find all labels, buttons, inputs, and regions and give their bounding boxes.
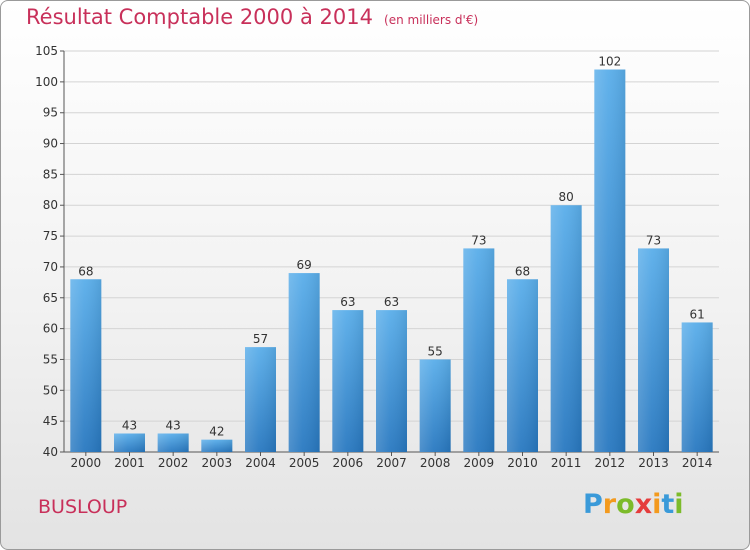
bar-value-label: 63: [384, 295, 399, 309]
y-tick-label: 75: [43, 229, 58, 243]
logo-letter: P: [583, 489, 603, 520]
bar-value-label: 73: [471, 233, 486, 247]
bar-shade: [419, 359, 451, 452]
proxiti-logo: Proxiti: [583, 489, 684, 520]
bar-value-label: 68: [515, 264, 530, 278]
y-tick-label: 95: [43, 106, 58, 120]
y-tick-label: 105: [35, 44, 58, 58]
y-tick-label: 70: [43, 260, 58, 274]
y-tick-label: 50: [43, 383, 58, 397]
x-tick-label: 2003: [202, 456, 233, 470]
bar-shade: [594, 69, 626, 452]
bar-value-label: 68: [78, 264, 93, 278]
bar-shade: [288, 273, 320, 452]
logo-letter: r: [602, 489, 617, 520]
x-tick-label: 2001: [114, 456, 145, 470]
y-tick-label: 40: [43, 445, 58, 459]
y-tick-label: 85: [43, 167, 58, 181]
bar-shade: [201, 439, 233, 452]
bar-shade: [550, 205, 582, 452]
labels: 40 45 50 55 60 65 70 75 80 85 90 95 100 105 68 2000 43 20…: [35, 44, 712, 470]
commune-name: BUSLOUP: [38, 496, 128, 518]
y-tick-label: 100: [35, 75, 58, 89]
bar-value-label: 102: [598, 55, 621, 69]
bar-value-label: 42: [209, 425, 224, 439]
x-tick-label: 2005: [289, 456, 320, 470]
x-tick-label: 2006: [333, 456, 364, 470]
logo-letter: x: [634, 489, 653, 520]
logo-letter: i: [674, 489, 684, 520]
logo-letter: t: [661, 489, 675, 520]
y-tick-label: 55: [43, 352, 58, 366]
bar-value-label: 61: [690, 307, 705, 321]
bar-shade: [376, 310, 407, 452]
x-tick-label: 2000: [71, 456, 102, 470]
x-tick-label: 2008: [420, 456, 451, 470]
chart-title: Résultat Comptable 2000 à 2014 (en milli…: [26, 5, 478, 29]
bar-shade: [157, 433, 189, 452]
bar-shade: [245, 347, 276, 452]
y-tick-label: 80: [43, 198, 58, 212]
bar-shade: [114, 433, 145, 452]
x-tick-label: 2012: [595, 456, 626, 470]
bar-value-label: 80: [559, 190, 574, 204]
x-tick-label: 2014: [682, 456, 713, 470]
x-tick-label: 2009: [464, 456, 495, 470]
chart-unit-note: (en milliers d'€): [384, 13, 479, 27]
y-tick-label: 65: [43, 291, 58, 305]
bar-value-label: 73: [646, 233, 661, 247]
bar-value-label: 55: [428, 344, 443, 358]
bar-shade: [638, 248, 669, 452]
logo-letter: i: [652, 489, 662, 520]
y-tick-label: 60: [43, 322, 58, 336]
chart-title-main: Résultat Comptable 2000 à 2014: [26, 5, 373, 29]
bar-shade: [463, 248, 495, 452]
bar-value-label: 43: [122, 418, 137, 432]
x-tick-label: 2007: [376, 456, 407, 470]
bar-shade: [70, 279, 102, 452]
x-tick-label: 2002: [158, 456, 189, 470]
bar-shade: [332, 310, 364, 452]
bar-value-label: 57: [253, 332, 268, 346]
bar-value-label: 43: [166, 418, 181, 432]
bars: [70, 69, 713, 452]
bar-shade: [681, 322, 713, 452]
logo-letter: o: [616, 489, 635, 520]
bar-value-label: 69: [297, 258, 312, 272]
x-tick-label: 2011: [551, 456, 582, 470]
y-tick-label: 90: [43, 137, 58, 151]
x-tick-label: 2013: [638, 456, 669, 470]
x-tick-label: 2010: [507, 456, 538, 470]
y-tick-label: 45: [43, 414, 58, 428]
bar-shade: [507, 279, 538, 452]
bar-value-label: 63: [340, 295, 355, 309]
x-tick-label: 2004: [245, 456, 276, 470]
